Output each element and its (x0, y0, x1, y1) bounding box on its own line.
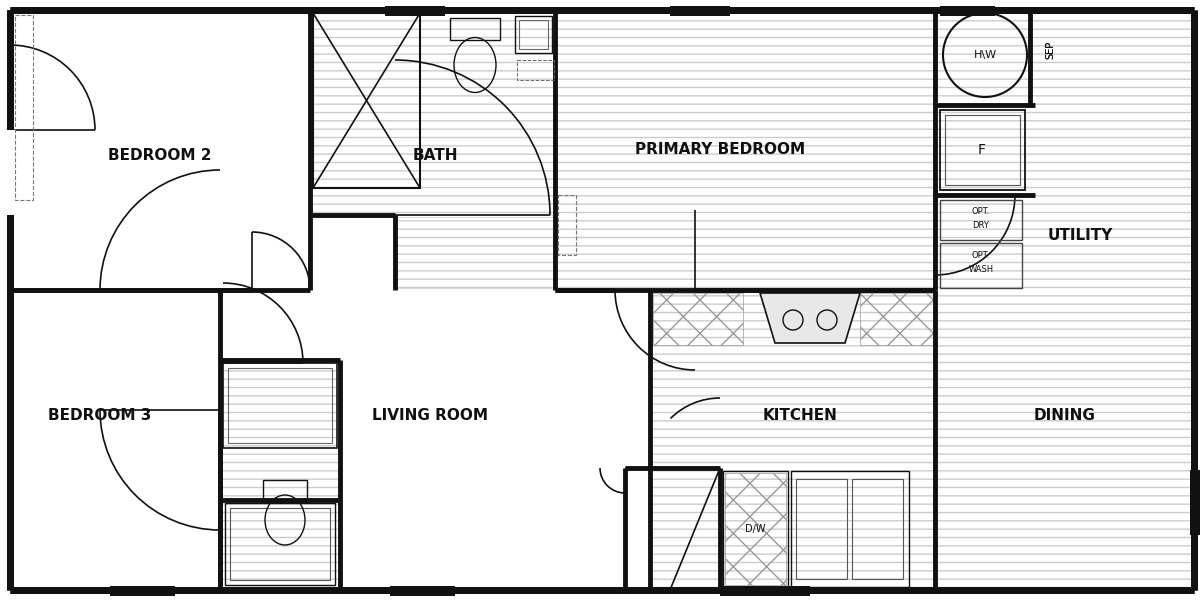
Bar (653, 292, 933, 588)
Bar (940, 110, 1025, 190)
Bar (852, 479, 903, 579)
Bar (110, 586, 175, 596)
Bar (397, 217, 553, 288)
Bar (791, 471, 909, 587)
Bar (653, 293, 743, 345)
Text: BEDROOM 3: BEDROOM 3 (48, 407, 152, 422)
Bar (940, 6, 995, 16)
Bar (312, 12, 553, 215)
Text: LIVING ROOM: LIVING ROOM (372, 407, 488, 422)
Bar (517, 60, 554, 80)
Bar (230, 508, 330, 580)
Text: WASH: WASH (968, 265, 993, 275)
Bar (262, 480, 307, 502)
Bar (14, 15, 33, 200)
Bar (945, 115, 1020, 185)
Bar (313, 13, 420, 188)
Text: H\W: H\W (974, 50, 997, 60)
Bar (225, 503, 335, 585)
Text: UTILITY: UTILITY (1047, 227, 1112, 242)
Text: PRIMARY BEDROOM: PRIMARY BEDROOM (635, 142, 805, 157)
Bar (720, 586, 810, 596)
Text: F: F (978, 143, 986, 157)
Text: BATH: BATH (412, 148, 458, 163)
Bar (937, 12, 1192, 588)
Text: OPT.: OPT. (972, 208, 990, 217)
Bar (796, 479, 846, 579)
Text: SEP: SEP (1045, 41, 1055, 59)
Bar (1190, 470, 1200, 535)
Bar (722, 471, 787, 587)
Bar (725, 473, 786, 585)
Text: SEP: SEP (1045, 41, 1055, 59)
Text: BEDROOM 2: BEDROOM 2 (108, 148, 212, 163)
Bar (519, 20, 548, 49)
Bar (385, 6, 445, 16)
Text: D/W: D/W (745, 524, 766, 534)
Bar (450, 18, 500, 40)
Bar (940, 200, 1022, 240)
Bar (223, 363, 337, 448)
Text: DINING: DINING (1034, 407, 1096, 422)
Polygon shape (760, 293, 860, 343)
Bar (557, 12, 933, 288)
Text: DRY: DRY (973, 221, 990, 230)
Bar (228, 368, 332, 443)
Text: KITCHEN: KITCHEN (762, 407, 838, 422)
Bar (222, 362, 340, 588)
Bar (515, 16, 551, 53)
Bar (860, 293, 933, 345)
Bar (390, 586, 455, 596)
Bar (669, 6, 730, 16)
Bar (940, 243, 1022, 288)
Text: OPT.: OPT. (972, 251, 990, 260)
Bar (557, 195, 576, 255)
